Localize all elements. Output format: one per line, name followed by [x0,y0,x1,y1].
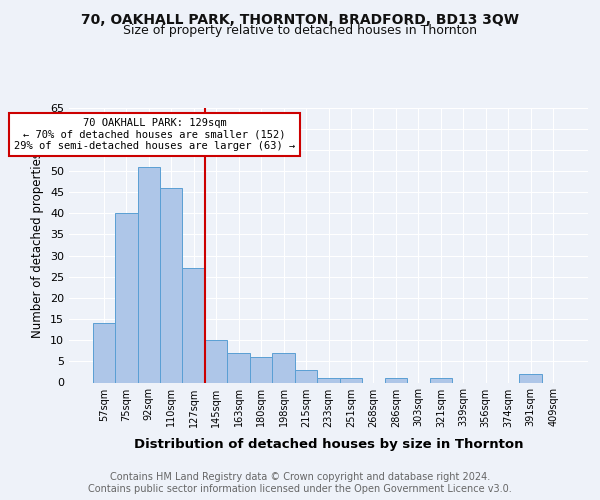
Y-axis label: Number of detached properties: Number of detached properties [31,152,44,338]
Bar [250,357,272,382]
Bar [160,188,182,382]
Bar [340,378,362,382]
Bar [205,340,227,382]
Bar [317,378,340,382]
Bar [137,166,160,382]
Text: 70, OAKHALL PARK, THORNTON, BRADFORD, BD13 3QW: 70, OAKHALL PARK, THORNTON, BRADFORD, BD… [81,12,519,26]
Bar [430,378,452,382]
Text: 70 OAKHALL PARK: 129sqm
← 70% of detached houses are smaller (152)
29% of semi-d: 70 OAKHALL PARK: 129sqm ← 70% of detache… [14,118,295,152]
Bar [182,268,205,382]
Bar [115,214,137,382]
Bar [385,378,407,382]
X-axis label: Distribution of detached houses by size in Thornton: Distribution of detached houses by size … [134,438,523,451]
Bar [272,353,295,382]
Text: Contains HM Land Registry data © Crown copyright and database right 2024.
Contai: Contains HM Land Registry data © Crown c… [88,472,512,494]
Bar [520,374,542,382]
Text: Size of property relative to detached houses in Thornton: Size of property relative to detached ho… [123,24,477,37]
Bar [92,324,115,382]
Bar [227,353,250,382]
Bar [295,370,317,382]
